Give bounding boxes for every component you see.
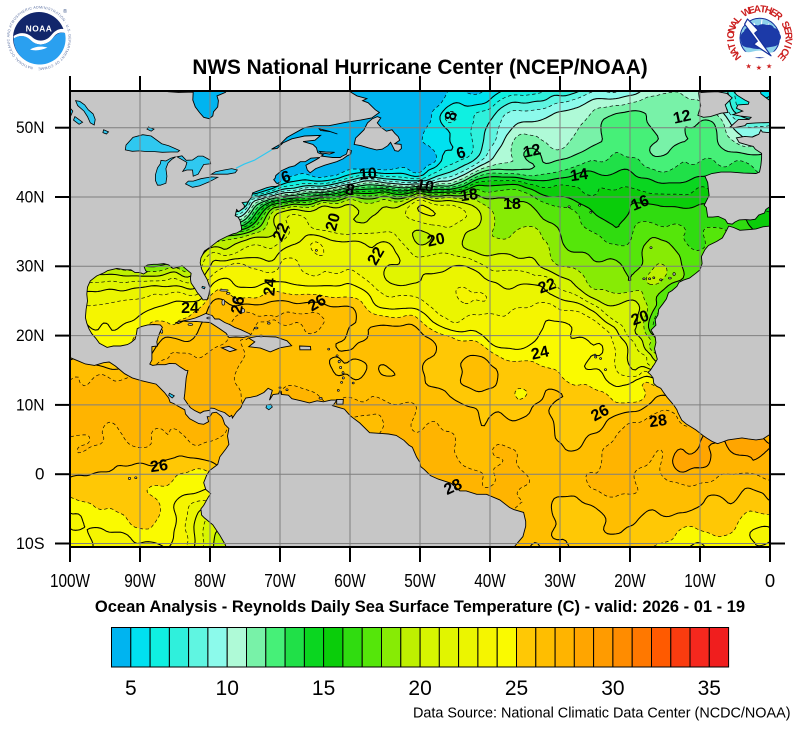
svg-text:20: 20 [426,230,447,250]
svg-text:10W: 10W [684,570,716,591]
svg-text:22: 22 [536,275,559,297]
svg-text:★: ★ [756,64,762,72]
svg-text:E: E [747,4,757,16]
svg-text:35: 35 [698,677,721,700]
svg-text:V: V [782,37,794,45]
svg-text:★: ★ [766,63,772,71]
svg-text:12: 12 [522,141,543,161]
svg-text:6: 6 [455,144,468,163]
svg-text:28: 28 [442,476,465,499]
svg-text:50W: 50W [404,570,436,591]
svg-text:40W: 40W [474,570,506,591]
svg-text:12: 12 [672,107,693,127]
svg-text:E: E [781,26,793,36]
svg-text:70W: 70W [264,570,296,591]
svg-text:25: 25 [505,677,528,700]
svg-text:20: 20 [629,307,652,329]
svg-text:50N: 50N [16,118,45,137]
svg-text:E: E [768,7,779,20]
svg-text:22: 22 [270,220,293,243]
svg-text:8: 8 [442,110,460,122]
svg-text:H: H [763,5,773,18]
svg-text:NOAA: NOAA [26,24,53,34]
svg-text:10: 10 [415,177,436,197]
svg-text:S: S [778,20,791,31]
svg-text:20W: 20W [614,570,646,591]
svg-text:N: N [726,24,739,34]
svg-text:26: 26 [305,292,329,316]
svg-text:5: 5 [125,677,137,700]
svg-text:100W: 100W [50,570,90,591]
svg-text:C: C [778,46,791,58]
svg-text:60W: 60W [334,570,366,591]
svg-text:10N: 10N [16,395,45,414]
svg-text:Ocean Analysis - Reynolds Dail: Ocean Analysis - Reynolds Daily Sea Surf… [95,598,745,616]
svg-text:O: O [726,30,738,39]
svg-text:20: 20 [323,211,344,233]
svg-text:L: L [732,14,744,26]
svg-text:18: 18 [503,196,521,213]
svg-text:18: 18 [459,186,479,205]
svg-text:A: A [728,45,741,56]
svg-text:20: 20 [408,677,431,700]
svg-text:A: A [753,4,761,16]
svg-text:0: 0 [765,570,775,591]
svg-text:10: 10 [216,677,239,700]
svg-text:I: I [781,44,792,50]
svg-text:24: 24 [530,343,551,363]
svg-text:16: 16 [629,192,652,214]
svg-text:10: 10 [358,165,377,183]
svg-text:I: I [726,38,737,42]
svg-text:24: 24 [261,277,279,296]
svg-text:T: T [726,41,738,50]
svg-text:R: R [782,32,794,41]
svg-text:®: ® [63,8,67,15]
svg-text:10S: 10S [16,534,45,553]
svg-text:80W: 80W [194,570,226,591]
svg-text:A: A [728,18,741,30]
svg-text:26: 26 [229,295,249,316]
svg-text:26: 26 [149,457,169,476]
svg-text:24: 24 [181,300,199,317]
svg-text:28: 28 [648,412,668,431]
svg-text:NWS National Hurricane Center: NWS National Hurricane Center (NCEP/NOAA… [192,56,647,79]
svg-text:30W: 30W [544,570,576,591]
svg-text:8: 8 [343,181,356,200]
svg-text:20N: 20N [16,326,45,345]
svg-text:15: 15 [312,677,335,700]
svg-text:0: 0 [35,465,44,484]
svg-text:★: ★ [746,63,752,71]
svg-text:90W: 90W [124,570,156,591]
svg-text:Data Source: National Climatic: Data Source: National Climatic Data Cent… [413,706,790,722]
svg-text:22: 22 [365,244,389,268]
svg-text:40N: 40N [16,187,45,206]
svg-text:26: 26 [588,402,612,425]
svg-text:14: 14 [569,166,589,185]
svg-text:T: T [759,4,766,16]
svg-text:30: 30 [601,677,624,700]
svg-text:30N: 30N [16,257,45,276]
